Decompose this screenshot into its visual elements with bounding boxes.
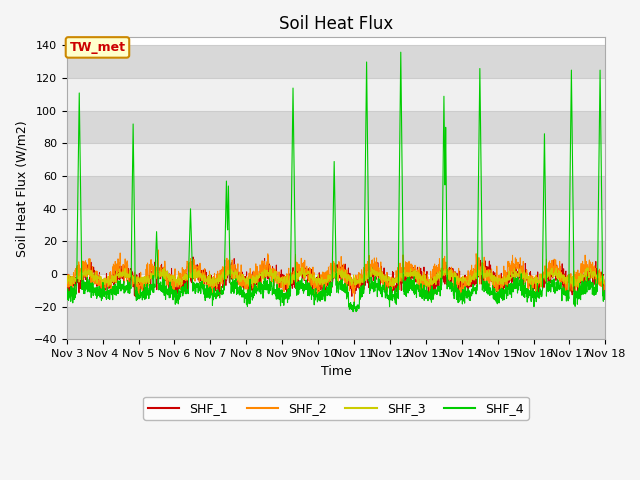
Bar bbox=[67, 274, 605, 307]
Bar bbox=[67, 46, 605, 78]
Bar bbox=[67, 78, 605, 111]
X-axis label: Time: Time bbox=[321, 365, 351, 378]
Bar bbox=[67, 176, 605, 209]
Bar bbox=[67, 241, 605, 274]
Legend: SHF_1, SHF_2, SHF_3, SHF_4: SHF_1, SHF_2, SHF_3, SHF_4 bbox=[143, 397, 529, 420]
Bar bbox=[67, 307, 605, 339]
Bar bbox=[67, 209, 605, 241]
Bar bbox=[67, 111, 605, 144]
Text: TW_met: TW_met bbox=[70, 41, 125, 54]
Title: Soil Heat Flux: Soil Heat Flux bbox=[279, 15, 393, 33]
Bar bbox=[67, 144, 605, 176]
Y-axis label: Soil Heat Flux (W/m2): Soil Heat Flux (W/m2) bbox=[15, 120, 28, 257]
